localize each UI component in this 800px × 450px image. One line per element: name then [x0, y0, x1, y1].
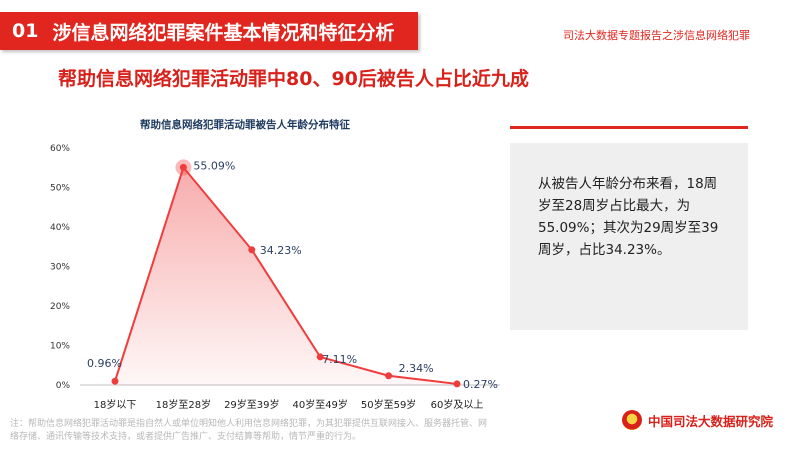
y-tick-label: 40% — [50, 223, 70, 233]
court-emblem-icon — [622, 410, 642, 430]
series-line — [114, 165, 458, 385]
x-category-label: 18岁以下 — [94, 398, 137, 411]
data-label: 7.11% — [322, 353, 357, 366]
report-tag: 司法大数据专题报告之涉信息网络犯罪 — [563, 29, 750, 42]
section-number: 01 — [12, 20, 39, 42]
y-tick-label: 30% — [50, 263, 70, 273]
data-label: 34.23% — [260, 244, 302, 257]
data-label: 0.27% — [463, 378, 498, 391]
data-label: 0.96% — [87, 357, 122, 370]
org-name: 中国司法大数据研究院 — [648, 413, 774, 429]
summary-panel: 从被告人年龄分布来看，18周岁至28周岁占比最大，为55.09%；其次为29周岁… — [510, 143, 748, 330]
series-area — [115, 167, 457, 385]
data-point — [453, 380, 461, 388]
y-tick-label: 10% — [50, 342, 70, 352]
data-label: 55.09% — [193, 159, 235, 172]
data-point — [111, 377, 119, 385]
y-tick-label: 0% — [56, 381, 71, 391]
data-point — [385, 372, 393, 380]
x-category-label: 29岁至39岁 — [224, 398, 279, 411]
summary-text: 从被告人年龄分布来看，18周岁至28周岁占比最大，为55.09%；其次为29周岁… — [538, 176, 719, 258]
data-point — [248, 246, 256, 254]
y-tick-label: 50% — [50, 184, 70, 194]
y-tick-label: 20% — [50, 302, 70, 312]
x-category-label: 50岁至59岁 — [361, 398, 416, 411]
x-category-label: 40岁至49岁 — [292, 398, 347, 411]
section-header-banner: 01 涉信息网络犯罪案件基本情况和特征分析 — [0, 12, 418, 50]
x-category-label: 60岁及以上 — [431, 398, 484, 411]
footnote: 注：帮助信息网络犯罪活动罪是指自然人或单位明知他人利用信息网络犯罪，为其犯罪提供… — [10, 419, 488, 442]
section-title: 涉信息网络犯罪案件基本情况和特征分析 — [52, 21, 395, 44]
data-point — [179, 163, 187, 171]
org-signature: 中国司法大数据研究院 — [622, 410, 773, 430]
side-panel-accent-bar — [510, 126, 748, 129]
slide-subtitle: 帮助信息网络犯罪活动罪中80、90后被告人占比近九成 — [58, 68, 529, 90]
chart-title: 帮助信息网络犯罪活动罪被告人年龄分布特征 — [140, 119, 350, 131]
y-tick-label: 60% — [50, 144, 70, 154]
x-category-label: 18岁至28岁 — [156, 398, 211, 411]
data-point — [316, 353, 324, 361]
data-label: 2.34% — [399, 362, 434, 375]
